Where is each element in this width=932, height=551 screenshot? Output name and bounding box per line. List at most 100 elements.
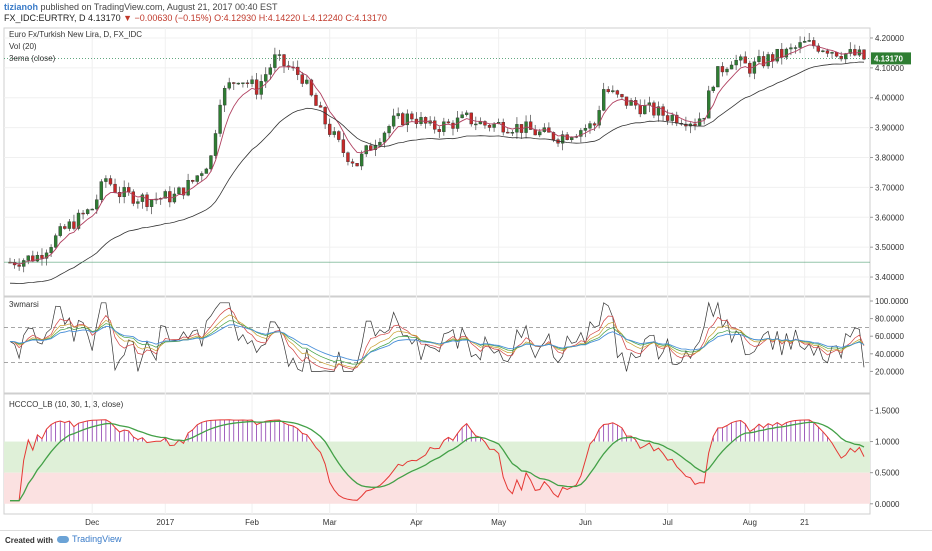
- candle-body: [510, 132, 515, 134]
- candle-body: [775, 48, 779, 62]
- candle-body: [592, 123, 597, 126]
- candle-body: [579, 130, 583, 137]
- candle-body: [707, 90, 711, 119]
- candle-body: [232, 82, 236, 84]
- x-tick-label: Feb: [245, 518, 259, 527]
- candle-body: [862, 49, 866, 60]
- candle-body: [442, 121, 446, 132]
- candle-body: [602, 89, 606, 111]
- y-tick-label: 4.10000: [875, 64, 904, 73]
- tradingview-logo-icon: [57, 536, 69, 544]
- candle-body: [72, 221, 76, 229]
- y-tick-label: 3.80000: [875, 154, 904, 163]
- candle-body: [789, 47, 793, 50]
- candle-body: [661, 106, 665, 116]
- candle-body: [643, 105, 647, 115]
- high-value: H:4.14220: [258, 13, 301, 23]
- candle-body: [67, 221, 72, 229]
- x-tick-label: Dec: [85, 518, 99, 527]
- osc-pane-title: HCCCO_LB (10, 30, 1, 3, close): [9, 400, 124, 409]
- osc-red-band: [4, 472, 870, 504]
- candle-body: [149, 199, 154, 207]
- chart-header: tizianoh published on TradingView.com, A…: [0, 0, 932, 26]
- candle-body: [76, 212, 81, 229]
- y-tick-label: 3.90000: [875, 124, 904, 133]
- candle-body: [725, 68, 729, 73]
- candle-body: [446, 121, 451, 124]
- candle-body: [35, 255, 40, 262]
- chart-canvas[interactable]: Dec 2017 Feb Mar Apr May Jun Jul Aug 21 4.20000 4.1…: [0, 26, 932, 530]
- candle-body: [821, 50, 825, 52]
- candle-body: [104, 178, 108, 182]
- last-price: 4.13170: [88, 13, 121, 23]
- change-value: −0.00630 (−0.15%): [134, 13, 212, 23]
- candle-body: [588, 123, 592, 129]
- candle-body: [323, 107, 327, 125]
- candle-body: [533, 129, 537, 136]
- candle-body: [551, 132, 556, 140]
- y-tick-label: 100.0000: [875, 297, 909, 306]
- candle-body: [378, 141, 382, 146]
- candle-body: [570, 137, 574, 140]
- candle-body: [853, 49, 857, 56]
- candle-body: [117, 192, 122, 198]
- candle-body: [131, 191, 135, 204]
- candle-body: [469, 112, 473, 125]
- candle-body: [204, 168, 209, 174]
- candle-body: [264, 74, 268, 82]
- tradingview-brand: TradingView: [72, 534, 122, 544]
- candle-body: [250, 79, 254, 84]
- candle-body: [501, 122, 505, 133]
- y-tick-label: 0.0000: [875, 500, 900, 509]
- candle-body: [670, 114, 674, 121]
- candle-body: [85, 209, 90, 214]
- x-tick-label: Aug: [743, 518, 757, 527]
- candle-body: [629, 100, 633, 106]
- candle-body: [830, 52, 834, 54]
- ema-legend: 3ema (close): [9, 54, 56, 63]
- osc-fast-line: [10, 419, 865, 502]
- rsi-ma-fast: [9, 307, 865, 371]
- candle-body: [245, 82, 250, 84]
- candle-body: [227, 82, 231, 89]
- candle-body: [538, 131, 542, 136]
- rsi-line: [9, 301, 865, 372]
- osc-green-band: [4, 441, 870, 473]
- candle-body: [720, 66, 725, 73]
- close-value: C:4.13170: [345, 13, 387, 23]
- candle-body: [40, 255, 44, 259]
- candle-body: [172, 193, 177, 203]
- candle-body: [405, 113, 409, 126]
- candle-body: [807, 40, 811, 42]
- candle-body: [729, 64, 734, 70]
- author-link[interactable]: tizianoh: [4, 2, 38, 12]
- candle-body: [49, 247, 53, 254]
- candle-body: [300, 74, 304, 84]
- candle-body: [433, 120, 437, 130]
- vol-legend: Vol (20): [9, 42, 37, 51]
- candle-body: [766, 54, 770, 67]
- candle-body: [743, 56, 747, 64]
- candle-body: [812, 40, 816, 47]
- candle-body: [127, 187, 131, 192]
- candle-body: [423, 117, 428, 124]
- y-tick-label: 20.0000: [875, 367, 904, 376]
- candle-body: [341, 139, 346, 153]
- y-tick-label: 0.5000: [875, 469, 900, 478]
- candle-body: [364, 145, 368, 155]
- candle-body: [615, 90, 620, 95]
- x-tick-label: Jul: [663, 518, 673, 527]
- ohlc-line: FX_IDC:EURTRY, D 4.13170 ▼ −0.00630 (−0.…: [4, 13, 387, 23]
- candle-body: [784, 48, 789, 58]
- x-tick-label: 2017: [156, 518, 174, 527]
- candle-body: [318, 105, 323, 108]
- y-tick-label: 1.0000: [875, 438, 900, 447]
- candle-body: [190, 180, 195, 182]
- x-tick-label: Apr: [410, 518, 423, 527]
- candle-body: [305, 79, 309, 84]
- candle-body: [780, 48, 784, 58]
- tradingview-link[interactable]: TradingView: [57, 534, 122, 544]
- rsi-ma-long: [9, 324, 865, 361]
- candle-body: [282, 54, 286, 66]
- y-tick-label: 4.00000: [875, 94, 904, 103]
